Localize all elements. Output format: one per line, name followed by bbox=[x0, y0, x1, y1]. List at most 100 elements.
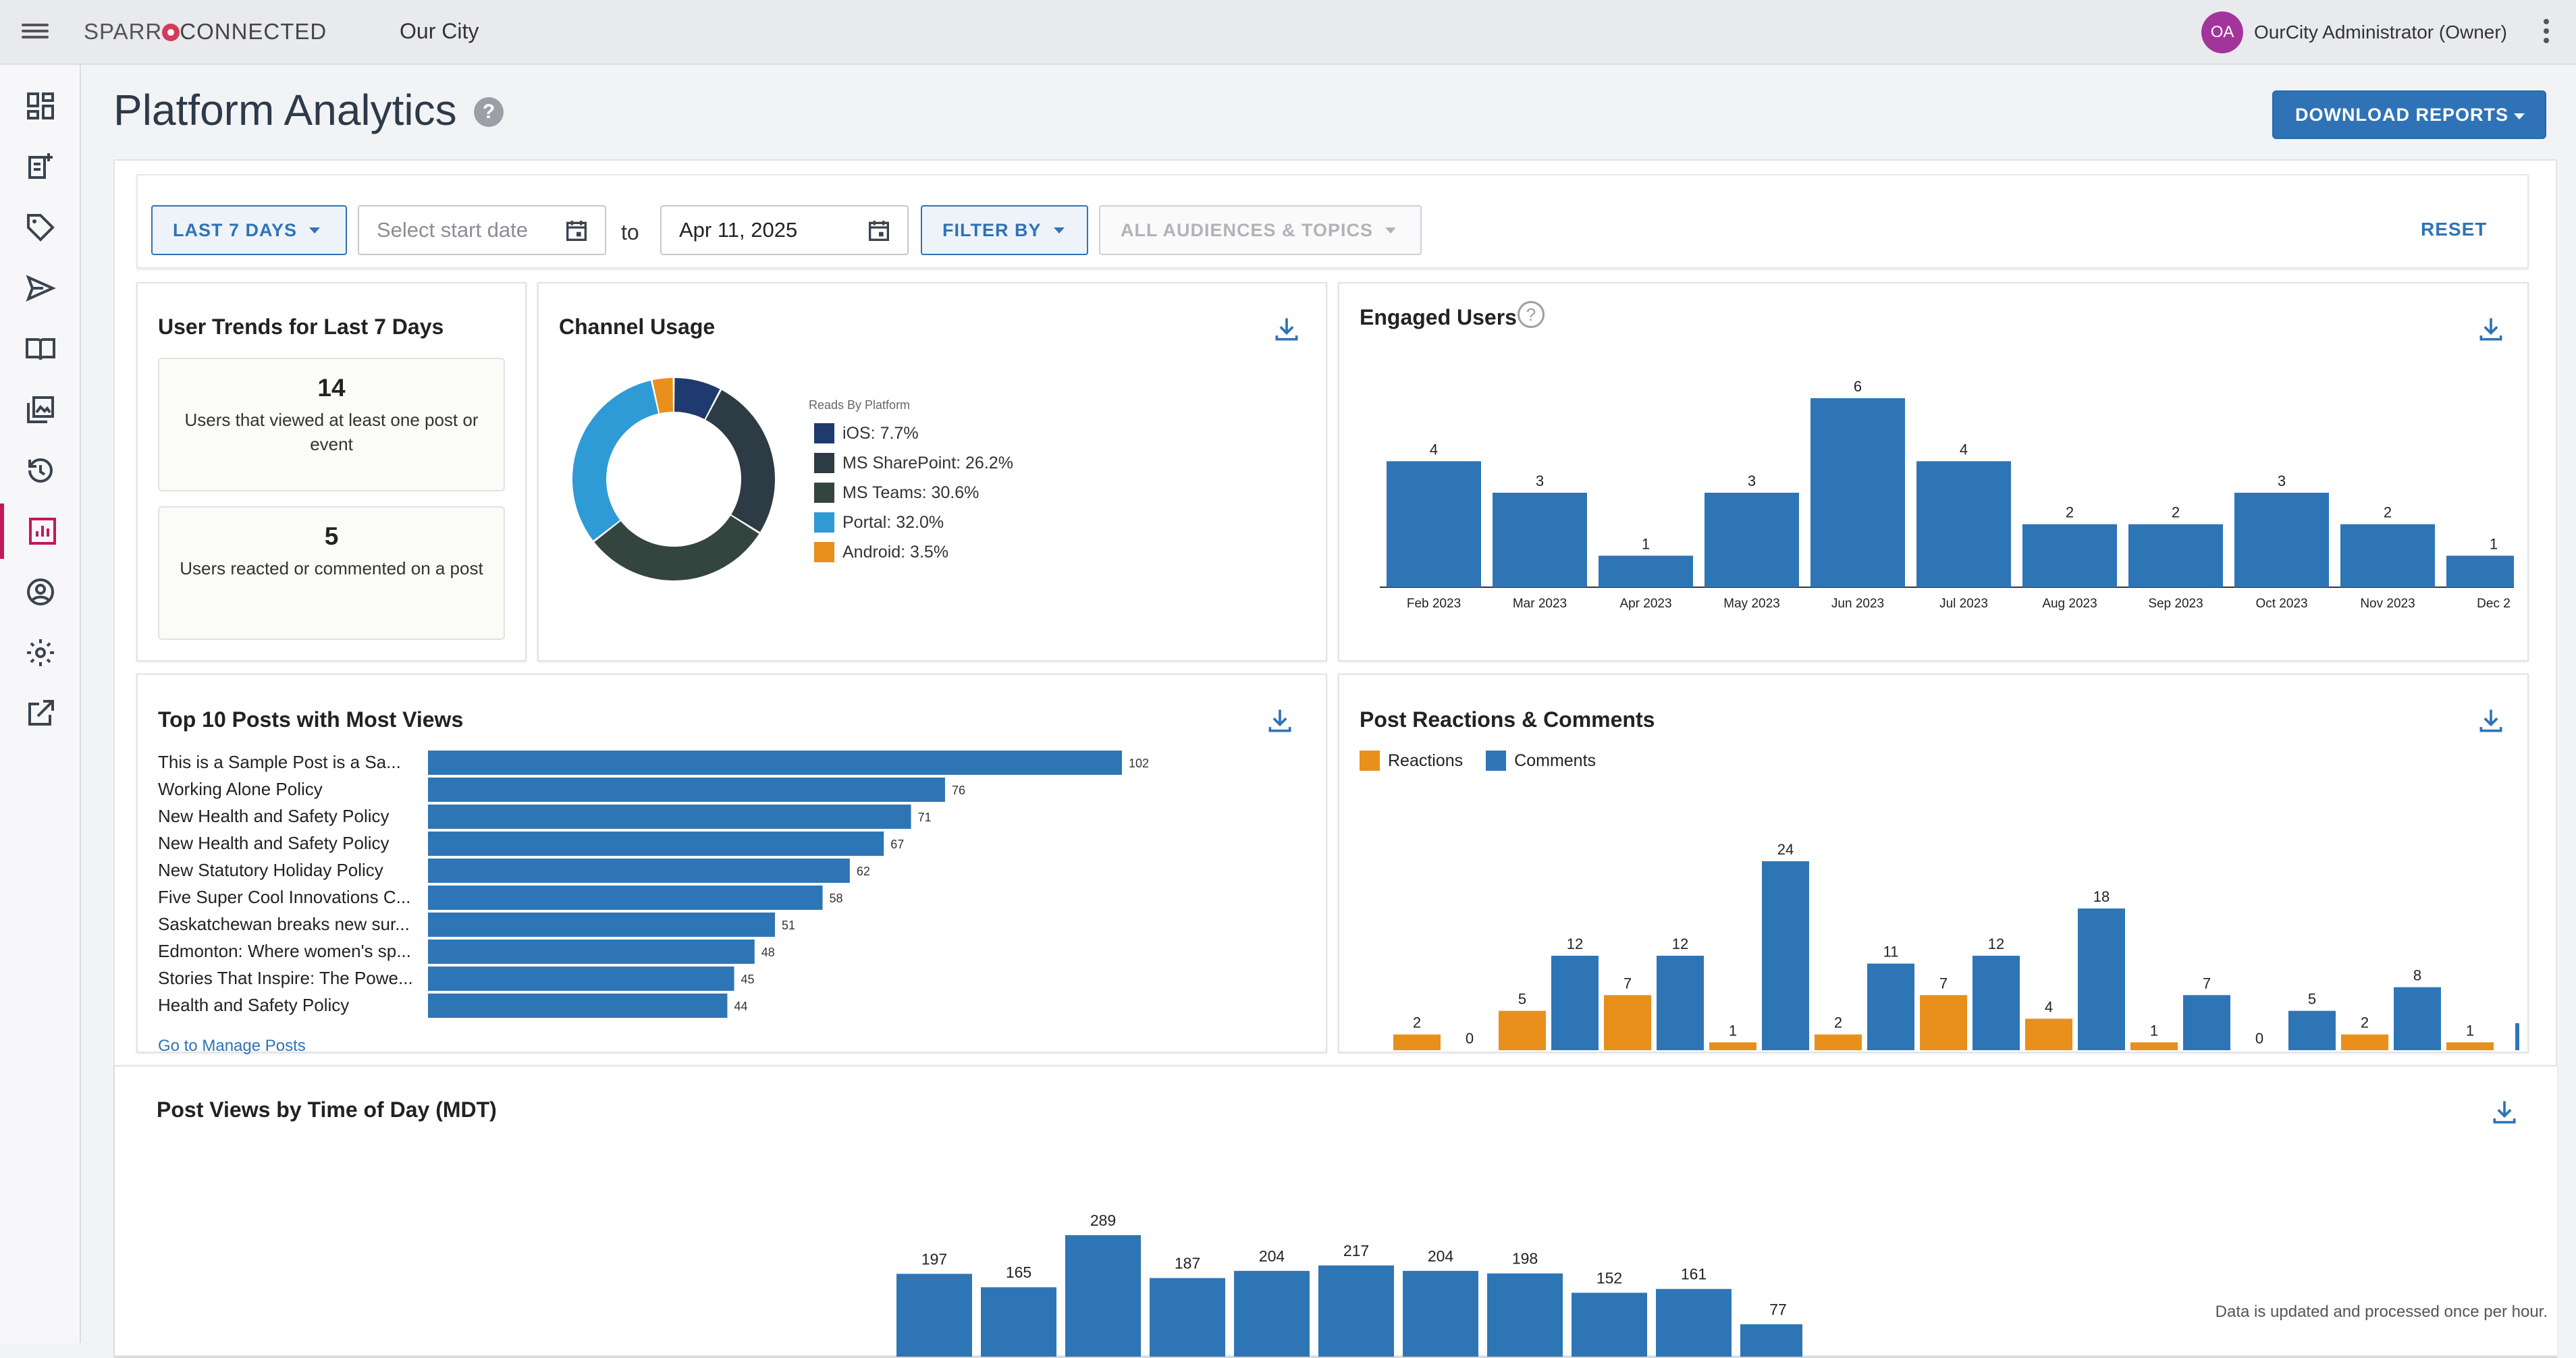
audiences-topics-dropdown[interactable]: ALL AUDIENCES & TOPICS bbox=[1099, 205, 1422, 255]
bar bbox=[1815, 1034, 1862, 1050]
send-icon[interactable] bbox=[0, 261, 81, 316]
top-posts-chart: This is a Sample Post is a Sa... 102 Worki… bbox=[158, 751, 1149, 1018]
user-name[interactable]: OurCity Administrator (Owner) bbox=[2254, 22, 2507, 43]
data-label: 3 bbox=[2278, 472, 2286, 489]
data-label: 67 bbox=[890, 838, 904, 851]
category-label: Five Super Cool Innovations C... bbox=[158, 887, 410, 907]
bar bbox=[428, 832, 884, 856]
legend-label: Portal: 32.0% bbox=[842, 512, 944, 532]
bar bbox=[428, 913, 775, 937]
bar bbox=[2288, 1010, 2336, 1050]
bar bbox=[2128, 524, 2223, 587]
time-of-day-card: Post Views by Time of Day (MDT) 197 165 28… bbox=[115, 1065, 2557, 1357]
download-icon[interactable] bbox=[2490, 1097, 2519, 1127]
legend-swatch bbox=[814, 512, 834, 533]
external-link-icon[interactable] bbox=[0, 686, 81, 741]
bar bbox=[981, 1287, 1056, 1357]
history-icon[interactable] bbox=[0, 443, 81, 498]
tick-label: Dec 2 bbox=[2477, 597, 2511, 611]
bar bbox=[2022, 524, 2117, 587]
date-range-label: LAST 7 DAYS bbox=[173, 219, 298, 240]
data-label: 204 bbox=[1259, 1247, 1285, 1265]
start-date-input[interactable]: Select start date bbox=[358, 205, 606, 255]
legend-swatch bbox=[814, 453, 834, 473]
data-label: 4 bbox=[2045, 998, 2053, 1015]
more-options-icon[interactable] bbox=[2544, 19, 2550, 46]
category-label: Working Alone Policy bbox=[158, 779, 323, 799]
card-title: Post Views by Time of Day (MDT) bbox=[157, 1097, 497, 1122]
data-label: 7 bbox=[1624, 975, 1632, 992]
download-icon[interactable] bbox=[1272, 315, 1302, 344]
brand-logo[interactable]: SPARR CONNECTED bbox=[84, 19, 327, 44]
legend-swatch bbox=[814, 423, 834, 443]
data-label: 3 bbox=[1748, 472, 1756, 489]
download-reports-button[interactable]: DOWNLOAD REPORTS bbox=[2272, 90, 2546, 139]
download-icon[interactable] bbox=[2476, 315, 2506, 344]
bar bbox=[2341, 1034, 2388, 1050]
settings-icon[interactable] bbox=[0, 625, 81, 680]
help-icon[interactable]: ? bbox=[1518, 301, 1545, 328]
manage-posts-link[interactable]: Go to Manage Posts bbox=[158, 1037, 306, 1055]
data-label: 62 bbox=[857, 865, 870, 878]
reset-button[interactable]: RESET bbox=[2421, 219, 2488, 240]
account-icon[interactable] bbox=[0, 564, 81, 620]
donut-slice bbox=[652, 378, 673, 414]
category-label: This is a Sample Post is a Sa... bbox=[158, 752, 401, 772]
data-label: 3 bbox=[1536, 472, 1544, 489]
donut-slice bbox=[572, 380, 659, 541]
bar bbox=[1403, 1270, 1478, 1357]
calendar-icon[interactable] bbox=[563, 217, 590, 244]
category-label: New Health and Safety Policy bbox=[158, 833, 390, 853]
date-range-dropdown[interactable]: LAST 7 DAYS bbox=[151, 205, 347, 255]
category-label: New Health and Safety Policy bbox=[158, 806, 390, 826]
data-label: 7 bbox=[1939, 975, 1948, 992]
data-label: 6 bbox=[1854, 378, 1862, 395]
data-label: 4 bbox=[1960, 441, 1968, 458]
category-label: New Statutory Holiday Policy bbox=[158, 860, 383, 880]
bar bbox=[1234, 1270, 1310, 1357]
stat-value: 14 bbox=[317, 374, 346, 402]
legend-swatch bbox=[814, 542, 834, 562]
menu-icon[interactable] bbox=[22, 20, 49, 45]
tick-label: Nov 2023 bbox=[2360, 597, 2415, 611]
help-icon[interactable]: ? bbox=[474, 97, 504, 127]
analytics-icon[interactable] bbox=[0, 504, 81, 559]
bar bbox=[1551, 956, 1599, 1050]
download-icon[interactable] bbox=[1265, 706, 1295, 736]
donut-slice bbox=[594, 515, 759, 580]
data-label: 0 bbox=[2255, 1030, 2263, 1047]
data-label: 51 bbox=[782, 919, 795, 932]
footer-note: Data is updated and processed once per h… bbox=[2215, 1303, 2548, 1321]
sidebar bbox=[0, 65, 81, 1343]
avatar[interactable]: OA bbox=[2201, 11, 2244, 53]
bar bbox=[428, 967, 734, 991]
gallery-icon[interactable] bbox=[0, 382, 81, 437]
reactions-legend: Reactions Comments bbox=[1360, 751, 1596, 771]
bar bbox=[2025, 1018, 2072, 1050]
filter-by-dropdown[interactable]: FILTER BY bbox=[921, 205, 1088, 255]
top-bar: SPARR CONNECTED Our City OA OurCity Admin… bbox=[0, 0, 2576, 65]
download-icon[interactable] bbox=[2476, 706, 2506, 736]
calendar-icon[interactable] bbox=[865, 217, 892, 244]
end-date-value: Apr 11, 2025 bbox=[679, 218, 798, 242]
bar bbox=[1599, 555, 1693, 587]
card-title: Post Reactions & Comments bbox=[1360, 707, 1655, 732]
dashboard-icon[interactable] bbox=[0, 78, 81, 134]
legend-reactions: Reactions bbox=[1360, 751, 1463, 771]
data-label: 161 bbox=[1681, 1266, 1707, 1283]
page-title: Platform Analytics bbox=[113, 86, 457, 134]
legend-comments: Comments bbox=[1486, 751, 1596, 771]
posts-icon[interactable] bbox=[0, 139, 81, 194]
reactions-comments-card: Post Reactions & Comments Reactions Comm… bbox=[1338, 674, 2529, 1053]
category-label: Edmonton: Where women's sp... bbox=[158, 941, 411, 961]
tick-label: Sep 2023 bbox=[2148, 597, 2203, 611]
download-reports-label: DOWNLOAD REPORTS bbox=[2295, 104, 2508, 125]
data-label: 1 bbox=[2150, 1022, 2158, 1039]
data-label: 2 bbox=[2066, 504, 2074, 521]
data-label: 12 bbox=[1672, 935, 1688, 952]
end-date-input[interactable]: Apr 11, 2025 bbox=[660, 205, 909, 255]
user-menu[interactable]: OA OurCity Administrator (Owner) bbox=[2201, 11, 2507, 54]
book-icon[interactable] bbox=[0, 321, 81, 377]
tag-icon[interactable] bbox=[0, 200, 81, 255]
